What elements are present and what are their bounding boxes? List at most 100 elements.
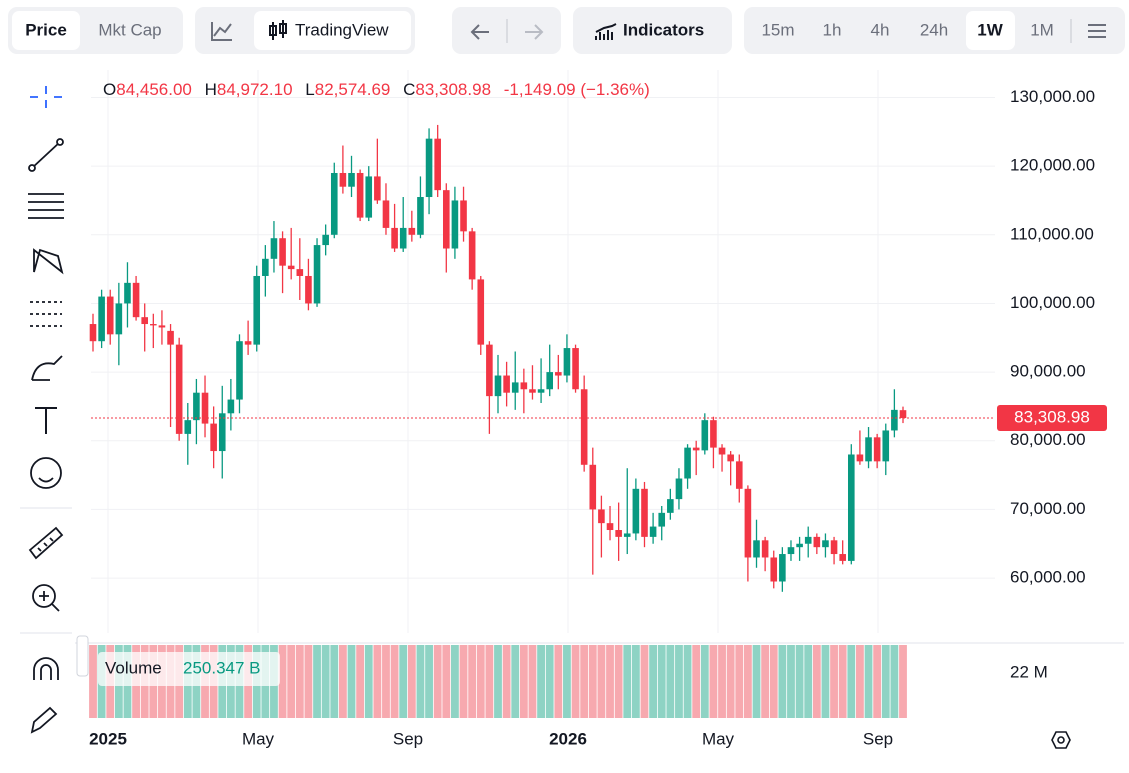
indicators-button[interactable]	[573, 7, 732, 54]
volume-bar	[571, 645, 580, 718]
x-tick-label: May	[242, 729, 275, 748]
candle-body	[356, 172, 364, 218]
candle-body	[735, 461, 743, 489]
volume-bar	[718, 645, 726, 718]
lock-tool[interactable]	[30, 706, 58, 734]
volume-bar	[201, 645, 209, 718]
candle-icon	[269, 20, 287, 40]
timeframe-button[interactable]: 1M	[1030, 20, 1054, 39]
emoji-tool[interactable]	[30, 457, 62, 489]
zoom-tool[interactable]	[32, 584, 56, 608]
candle-body	[555, 372, 562, 376]
candle-body	[477, 279, 485, 345]
timeframe-button[interactable]: 15m	[761, 20, 794, 39]
volume-bar	[494, 645, 502, 718]
price-button[interactable]	[12, 11, 80, 50]
volume-bar	[519, 645, 528, 718]
candle-body	[761, 540, 769, 558]
candle-body	[451, 200, 459, 249]
h-value: 84,972.10	[217, 80, 293, 99]
candle-body	[641, 488, 648, 537]
y-tick-label: 100,000.00	[1010, 293, 1095, 312]
candle-body	[494, 375, 502, 397]
volume-bar	[502, 645, 511, 718]
timeframe-group	[744, 7, 1125, 54]
candle-body	[796, 543, 803, 548]
candle-body	[253, 275, 261, 345]
text-tool[interactable]	[35, 407, 57, 434]
volume-bar	[856, 645, 864, 718]
prediction-tool[interactable]	[30, 301, 62, 327]
candle-body	[503, 375, 510, 393]
candle-body	[546, 372, 554, 390]
candle-body	[279, 238, 286, 266]
volume-value: 250.347 B	[183, 658, 261, 677]
volume-bar	[209, 645, 218, 718]
magnet-tool[interactable]	[33, 657, 59, 680]
brush-tool[interactable]	[31, 355, 63, 381]
l-value: 82,574.69	[315, 80, 391, 99]
tradingview-label: TradingView	[295, 20, 389, 39]
fib-tool[interactable]	[28, 193, 64, 219]
volume-bar	[631, 645, 640, 718]
candle-body	[132, 282, 140, 318]
timeframe-button[interactable]: 1W	[977, 20, 1003, 39]
candle-body	[391, 227, 398, 249]
pattern-tool[interactable]	[33, 248, 64, 275]
volume-bar	[666, 645, 675, 718]
last-price-tag	[997, 405, 1107, 432]
volume-bar	[830, 645, 838, 718]
volume-bar	[373, 645, 382, 718]
line-chart-button[interactable]	[211, 22, 232, 41]
candle-body	[822, 540, 829, 548]
candle-body	[348, 172, 355, 187]
redo-button[interactable]	[525, 24, 544, 40]
collapse-handle[interactable]	[76, 635, 89, 677]
candle-body	[262, 258, 269, 276]
candle-body	[425, 138, 433, 198]
candle-body	[632, 488, 640, 534]
x-tick-label: May	[702, 729, 735, 748]
tradingview-button[interactable]	[254, 11, 411, 50]
settings-button[interactable]	[1088, 24, 1106, 38]
candle-body	[753, 540, 760, 558]
mktcap-button[interactable]: Mkt Cap	[98, 20, 161, 39]
volume-bar	[390, 645, 399, 718]
timeframe-button[interactable]: 1h	[823, 20, 842, 39]
candle-body	[899, 410, 907, 419]
volume-bar	[614, 645, 623, 718]
volume-bar	[132, 645, 140, 718]
volume-bar	[459, 645, 468, 718]
indicators-label: Indicators	[623, 20, 704, 39]
candle-body	[598, 509, 605, 524]
volume-bar	[270, 645, 278, 718]
volume-bar	[89, 645, 97, 718]
candle-body	[98, 296, 105, 342]
volume-bar	[675, 645, 683, 718]
trendline-tool[interactable]	[31, 141, 61, 169]
volume-bar	[244, 645, 253, 718]
volume-bar	[304, 645, 313, 718]
volume-bar	[812, 645, 821, 718]
candle-body	[865, 437, 872, 462]
undo-button[interactable]	[470, 24, 489, 40]
volume-bar	[451, 645, 459, 718]
candle-body	[468, 231, 476, 280]
volume-bar	[407, 645, 416, 718]
settings-icon[interactable]	[1051, 731, 1071, 749]
ruler-tool[interactable]	[28, 526, 64, 560]
y-tick-label: 70,000.00	[1010, 499, 1086, 518]
candle-body	[330, 172, 338, 235]
volume-bar	[158, 645, 166, 718]
candle-body	[339, 172, 347, 187]
crosshair-tool[interactable]	[30, 86, 62, 108]
timeframe-button[interactable]: 4h	[871, 20, 890, 39]
candle-body	[830, 540, 838, 555]
x-tick-label: Sep	[863, 729, 893, 748]
volume-bar	[382, 645, 390, 718]
volume-bar	[261, 645, 270, 718]
candle-body	[417, 197, 424, 235]
timeframe-button[interactable]: 24h	[920, 20, 948, 39]
drawing-tools	[28, 86, 64, 734]
